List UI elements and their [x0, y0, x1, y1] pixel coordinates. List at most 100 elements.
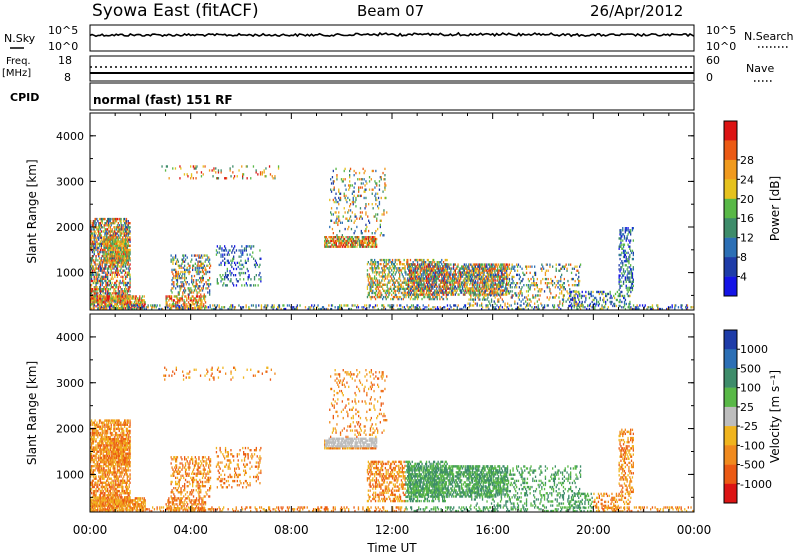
heatmap-cell: [116, 245, 117, 247]
heatmap-cell: [560, 284, 561, 286]
heatmap-cell: [123, 295, 124, 297]
heatmap-cell: [109, 224, 110, 226]
heatmap-cell: [353, 199, 354, 201]
heatmap-cell: [362, 218, 363, 220]
heatmap-cell: [182, 277, 183, 279]
heatmap-cell: [534, 288, 535, 290]
heatmap-cell: [198, 301, 199, 303]
heatmap-cell: [220, 264, 221, 266]
heatmap-cell: [564, 278, 565, 280]
heatmap-cell: [111, 253, 112, 255]
heatmap-cell: [528, 290, 529, 292]
heatmap-cell: [129, 241, 130, 243]
heatmap-cell: [228, 251, 229, 253]
heatmap-cell: [93, 267, 94, 269]
heatmap-cell: [481, 288, 482, 290]
heatmap-cell: [98, 255, 99, 257]
heatmap-cell: [561, 292, 562, 294]
heatmap-cell: [377, 286, 378, 288]
heatmap-cell: [178, 271, 179, 273]
heatmap-cell: [491, 298, 492, 300]
heatmap-cell: [398, 286, 399, 288]
heatmap-cell: [344, 193, 345, 195]
heatmap-cell: [404, 267, 405, 269]
heatmap-cell: [93, 274, 94, 276]
heatmap-cell: [119, 274, 120, 276]
heatmap-cell: [171, 254, 172, 256]
heatmap-cell: [500, 268, 501, 270]
heatmap-cell: [209, 259, 210, 261]
heatmap-cell: [407, 273, 408, 275]
heatmap-cell: [187, 269, 188, 271]
heatmap-cell: [454, 283, 455, 285]
heatmap-cell: [480, 264, 481, 266]
heatmap-cell: [129, 236, 130, 238]
heatmap-cell: [470, 282, 471, 284]
heatmap-cell: [229, 270, 230, 272]
heatmap-cell: [514, 286, 515, 288]
heatmap-cell: [144, 305, 145, 307]
heatmap-cell: [100, 286, 101, 288]
heatmap-cell: [431, 298, 432, 300]
heatmap-cell: [129, 222, 130, 224]
heatmap-cell: [189, 267, 190, 269]
heatmap-cell: [512, 290, 513, 292]
heatmap-cell: [403, 286, 404, 288]
heatmap-cell: [372, 290, 373, 292]
heatmap-cell: [120, 280, 121, 282]
heatmap-cell: [92, 232, 93, 234]
heatmap-cell: [413, 269, 414, 271]
heatmap-cell: [222, 284, 223, 286]
heatmap-cell: [564, 282, 565, 284]
heatmap-cell: [104, 255, 105, 257]
heatmap-cell: [385, 197, 386, 199]
heatmap-cell: [119, 253, 120, 255]
heatmap-cell: [523, 303, 524, 305]
heatmap-cell: [116, 228, 117, 230]
heatmap-cell: [96, 290, 97, 292]
heatmap-cell: [390, 267, 391, 269]
heatmap-cell: [385, 296, 386, 298]
heatmap-cell: [429, 287, 430, 289]
heatmap-cell: [446, 293, 447, 295]
heatmap-cell: [443, 269, 444, 271]
heatmap-cell: [119, 261, 120, 263]
heatmap-cell: [530, 272, 531, 274]
heatmap-cell: [549, 288, 550, 290]
heatmap-cell: [430, 298, 431, 300]
heatmap-cell: [219, 251, 220, 253]
heatmap-cell: [105, 280, 106, 282]
heatmap-cell: [348, 220, 349, 222]
heatmap-cell: [231, 245, 232, 247]
heatmap-cell: [224, 276, 225, 278]
heatmap-cell: [423, 289, 424, 291]
heatmap-cell: [537, 284, 538, 286]
heatmap-cell: [188, 269, 189, 271]
heatmap-cell: [182, 297, 183, 299]
heatmap-cell: [172, 263, 173, 265]
heatmap-cell: [356, 226, 357, 228]
heatmap-cell: [435, 289, 436, 291]
heatmap-cell: [452, 285, 453, 287]
heatmap-cell: [495, 282, 496, 284]
heatmap-cell: [430, 265, 431, 267]
heatmap-cell: [340, 199, 341, 201]
heatmap-cell: [180, 265, 181, 267]
heatmap-cell: [110, 226, 111, 228]
heatmap-cell: [497, 292, 498, 294]
heatmap-cell: [119, 251, 120, 253]
heatmap-cell: [464, 279, 465, 281]
heatmap-cell: [180, 289, 181, 291]
heatmap-cell: [101, 257, 102, 259]
heatmap-cell: [115, 290, 116, 292]
heatmap-cell: [409, 273, 410, 275]
heatmap-cell: [442, 267, 443, 269]
heatmap-cell: [408, 287, 409, 289]
heatmap-cell: [460, 285, 461, 287]
heatmap-cell: [123, 226, 124, 228]
heatmap-cell: [504, 276, 505, 278]
heatmap-cell: [410, 277, 411, 279]
heatmap-cell: [375, 298, 376, 300]
heatmap-cell: [520, 266, 521, 268]
heatmap-cell: [124, 247, 125, 249]
